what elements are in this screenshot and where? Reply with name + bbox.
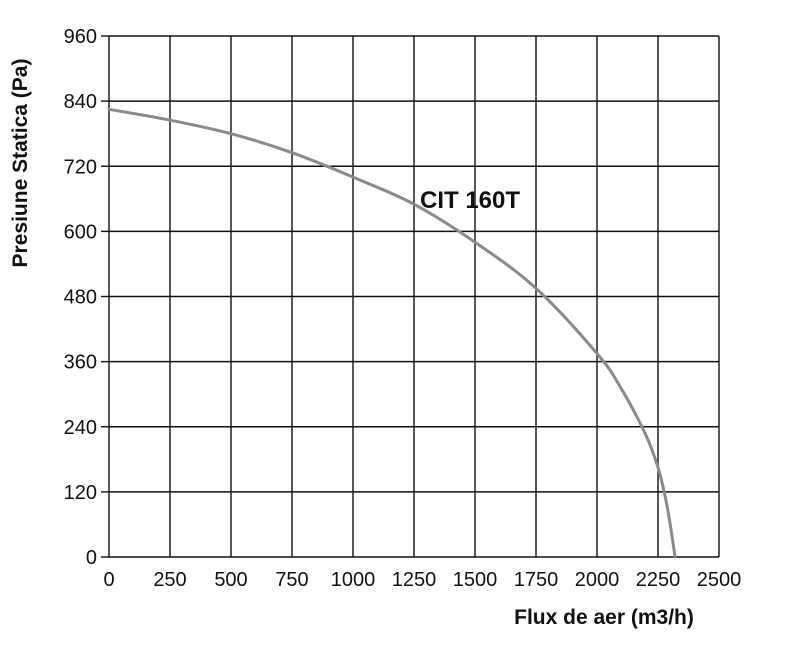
y-tick-label: 960 bbox=[64, 26, 97, 48]
curve-annotation: CIT 160T bbox=[420, 187, 520, 214]
x-tick-label: 250 bbox=[153, 569, 186, 591]
x-tick-label: 1000 bbox=[331, 569, 376, 591]
x-tick-label: 2500 bbox=[697, 569, 742, 591]
x-tick-label: 1750 bbox=[514, 569, 559, 591]
x-tick-label: 2250 bbox=[636, 569, 681, 591]
x-axis-ticks: 0 250 500 750 1000 1250 1500 1750 2000 2250 2500 bbox=[103, 569, 741, 591]
y-tick-label: 240 bbox=[64, 417, 97, 439]
grid-lines bbox=[101, 35, 720, 558]
y-tick-label: 120 bbox=[64, 482, 97, 504]
y-tick-label: 0 bbox=[86, 547, 97, 569]
pressure-flow-curve bbox=[107, 107, 677, 559]
y-tick-label: 360 bbox=[64, 352, 97, 374]
x-tick-label: 500 bbox=[214, 569, 247, 591]
y-tick-label: 720 bbox=[64, 156, 97, 178]
y-axis-title: Presiune Statica (Pa) bbox=[9, 59, 32, 268]
y-tick-label: 600 bbox=[64, 221, 97, 243]
x-tick-label: 750 bbox=[275, 569, 308, 591]
series-layer bbox=[107, 107, 677, 559]
y-tick-label: 480 bbox=[64, 287, 97, 309]
y-tick-label: 840 bbox=[64, 91, 97, 113]
x-axis-title: Flux de aer (m3/h) bbox=[514, 606, 694, 629]
x-tick-label: 1250 bbox=[392, 569, 437, 591]
x-tick-label: 0 bbox=[103, 569, 114, 591]
y-axis-ticks: 0 120 240 360 480 600 720 840 960 bbox=[64, 26, 97, 569]
x-tick-label: 2000 bbox=[575, 569, 620, 591]
x-tick-label: 1500 bbox=[453, 569, 498, 591]
